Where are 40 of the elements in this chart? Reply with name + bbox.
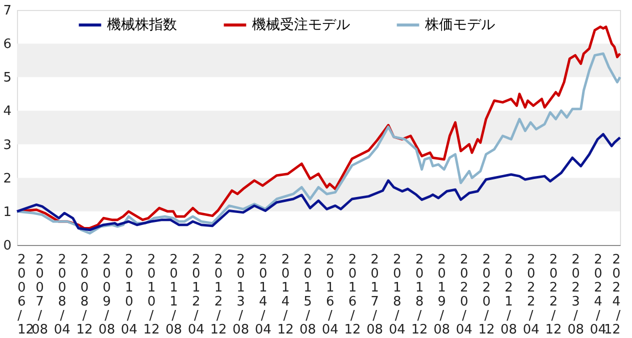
x-tick-label: 2015/08 (299, 252, 316, 338)
line-series (16, 132, 622, 232)
x-tick-label: 2017/08 (366, 252, 384, 338)
x-tick-label: 2024/04 (590, 252, 606, 338)
y-tick-label: 2 (3, 171, 12, 186)
x-tick-label: 2006/12 (18, 252, 34, 338)
x-tick-label: 2008/12 (76, 252, 93, 338)
legend-label: 機械株指数 (107, 17, 177, 33)
y-tick-label: 3 (3, 138, 12, 153)
x-tick-label: 2012/04 (188, 252, 204, 338)
y-tick-label: 1 (3, 204, 12, 220)
y-tick-label: 6 (3, 37, 12, 52)
x-tick-label: 2013/08 (232, 252, 250, 338)
y-tick-label: 4 (3, 104, 12, 120)
x-tick-label: 2021/08 (500, 252, 518, 338)
legend-label: 株価モデル (424, 17, 495, 33)
x-tick-label: 2018/04 (388, 252, 406, 338)
x-tick-label: 2009/08 (98, 252, 116, 338)
x-tick-label: 2010/12 (143, 252, 160, 338)
y-tick-label: 7 (3, 4, 12, 18)
x-tick-label: 2022/12 (545, 252, 562, 338)
y-tick-label: 0 (3, 238, 12, 254)
x-tick-label: 2008/04 (54, 252, 70, 338)
x-tick-label: 2016/04 (322, 252, 338, 338)
x-tick-label: 2020/12 (478, 252, 495, 338)
x-tick-label: 2018/12 (411, 252, 428, 338)
line-series (16, 52, 622, 234)
legend-label: 機械受注モデル (252, 17, 350, 33)
x-tick-label: 2016/12 (344, 252, 361, 338)
x-tick-label: 2019/08 (433, 252, 450, 338)
x-tick-label: 2022/04 (522, 252, 540, 338)
x-tick-label: 2014/12 (277, 252, 294, 338)
y-tick-label: 5 (3, 70, 12, 86)
x-tick-label: 2023/08 (567, 252, 584, 338)
x-tick-label: 2014/04 (254, 252, 272, 338)
x-tick-label: 2012/12 (210, 252, 227, 338)
x-tick-label: 2020/04 (456, 252, 472, 338)
x-tick-label: 2007/08 (32, 252, 48, 338)
x-tick-label: 2011/08 (166, 252, 182, 338)
x-tick-label: 2010/04 (120, 252, 138, 338)
